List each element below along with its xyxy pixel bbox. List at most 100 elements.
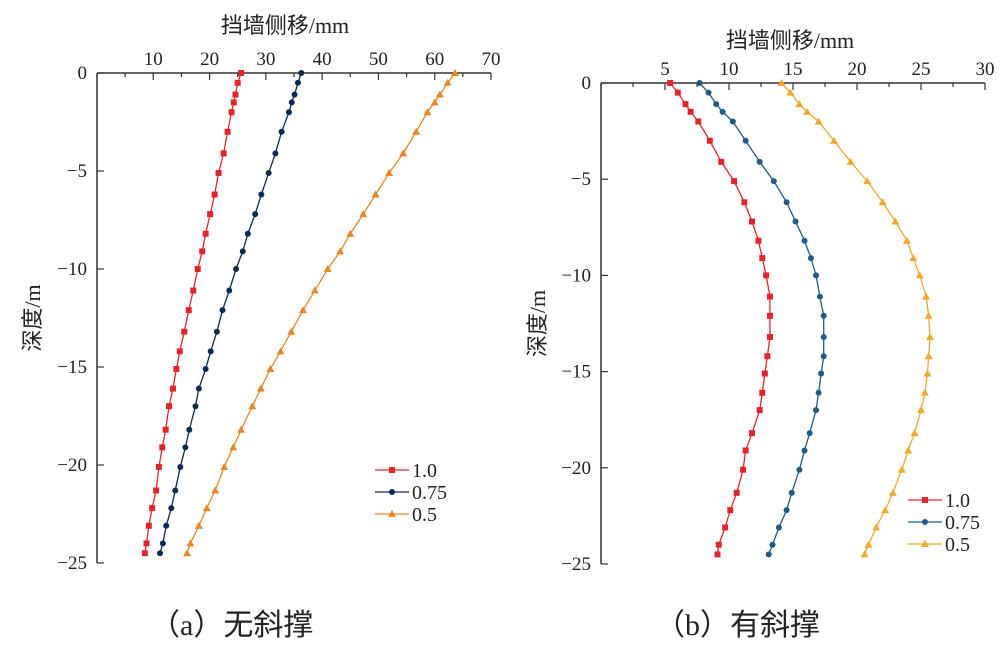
data-point bbox=[731, 178, 738, 185]
data-point bbox=[294, 79, 301, 86]
data-point bbox=[233, 266, 240, 272]
data-point bbox=[199, 248, 206, 255]
data-point bbox=[770, 178, 777, 185]
data-point bbox=[185, 307, 192, 314]
data-point bbox=[816, 293, 823, 300]
data-point bbox=[149, 505, 156, 512]
series-line bbox=[669, 82, 771, 555]
data-point bbox=[713, 101, 720, 108]
data-point bbox=[162, 426, 169, 433]
legend-marker bbox=[389, 467, 395, 473]
data-point bbox=[667, 80, 674, 86]
data-point bbox=[696, 80, 703, 86]
data-point bbox=[278, 128, 285, 135]
data-point bbox=[718, 158, 725, 165]
data-point bbox=[359, 210, 368, 218]
legend-marker bbox=[922, 519, 928, 525]
data-point bbox=[872, 523, 881, 531]
data-point bbox=[807, 255, 814, 262]
data-point bbox=[202, 230, 209, 237]
data-point bbox=[385, 168, 394, 176]
x-tick-label: 15 bbox=[784, 59, 803, 80]
data-point bbox=[766, 333, 773, 340]
data-point bbox=[220, 462, 229, 470]
data-point bbox=[715, 541, 722, 548]
data-point bbox=[891, 217, 900, 225]
data-point bbox=[182, 444, 189, 451]
data-point bbox=[706, 137, 713, 144]
data-point bbox=[902, 236, 911, 244]
data-point bbox=[176, 348, 183, 355]
x-tick-label: 70 bbox=[482, 49, 501, 70]
data-point bbox=[166, 403, 173, 410]
data-point bbox=[288, 99, 295, 106]
data-point bbox=[211, 191, 218, 198]
data-point bbox=[298, 70, 305, 76]
data-point bbox=[157, 550, 164, 557]
data-point bbox=[276, 347, 285, 355]
series-0.5 bbox=[777, 79, 934, 558]
data-point bbox=[194, 521, 203, 529]
data-point bbox=[756, 407, 763, 414]
data-point bbox=[143, 540, 150, 547]
data-point bbox=[423, 108, 432, 116]
data-point bbox=[207, 211, 214, 218]
caption-a: （a）无斜撑 bbox=[150, 609, 314, 642]
data-point bbox=[920, 388, 929, 396]
data-point bbox=[763, 272, 770, 279]
data-point bbox=[430, 98, 439, 106]
data-point bbox=[310, 286, 319, 294]
data-point bbox=[229, 443, 238, 451]
data-point bbox=[168, 505, 175, 512]
data-point bbox=[687, 108, 694, 115]
data-point bbox=[719, 108, 726, 115]
data-point bbox=[285, 109, 292, 116]
data-point bbox=[922, 292, 931, 300]
data-point bbox=[796, 466, 803, 473]
data-point bbox=[813, 407, 820, 414]
data-point bbox=[764, 353, 771, 360]
data-point bbox=[173, 365, 180, 372]
series-1.0 bbox=[667, 80, 773, 558]
y-tick-label: −20 bbox=[561, 458, 591, 479]
data-point bbox=[155, 463, 162, 470]
data-point bbox=[924, 311, 933, 319]
data-point bbox=[820, 312, 827, 319]
data-point bbox=[346, 229, 355, 237]
data-point bbox=[759, 255, 766, 262]
data-point bbox=[860, 550, 869, 558]
data-point bbox=[256, 384, 265, 392]
x-tick-label: 60 bbox=[425, 49, 444, 70]
legend-label: 0.75 bbox=[412, 482, 447, 504]
data-point bbox=[878, 198, 887, 206]
data-point bbox=[925, 332, 934, 340]
data-point bbox=[213, 328, 220, 335]
caption-b: （b）有斜撑 bbox=[655, 609, 820, 642]
data-point bbox=[299, 306, 308, 314]
data-point bbox=[820, 353, 827, 360]
data-point bbox=[792, 218, 799, 225]
y-tick-label: −10 bbox=[57, 259, 87, 280]
data-point bbox=[846, 157, 855, 165]
data-point bbox=[159, 444, 166, 451]
data-point bbox=[765, 551, 772, 558]
data-point bbox=[181, 328, 188, 335]
data-point bbox=[742, 137, 749, 144]
legend-marker bbox=[388, 510, 396, 517]
data-point bbox=[443, 78, 452, 86]
data-point bbox=[266, 364, 275, 372]
y-tick-label: 0 bbox=[78, 63, 88, 84]
data-point bbox=[749, 430, 756, 437]
legend-label: 0.5 bbox=[945, 534, 970, 556]
data-point bbox=[769, 541, 776, 548]
data-point bbox=[755, 237, 762, 244]
data-point bbox=[192, 403, 199, 410]
data-point bbox=[287, 327, 296, 335]
data-point bbox=[909, 254, 918, 262]
data-point bbox=[741, 199, 748, 206]
y-tick-label: −15 bbox=[57, 357, 87, 378]
data-point bbox=[788, 489, 795, 496]
data-point bbox=[924, 352, 933, 360]
data-point bbox=[803, 107, 812, 115]
data-point bbox=[252, 211, 259, 218]
